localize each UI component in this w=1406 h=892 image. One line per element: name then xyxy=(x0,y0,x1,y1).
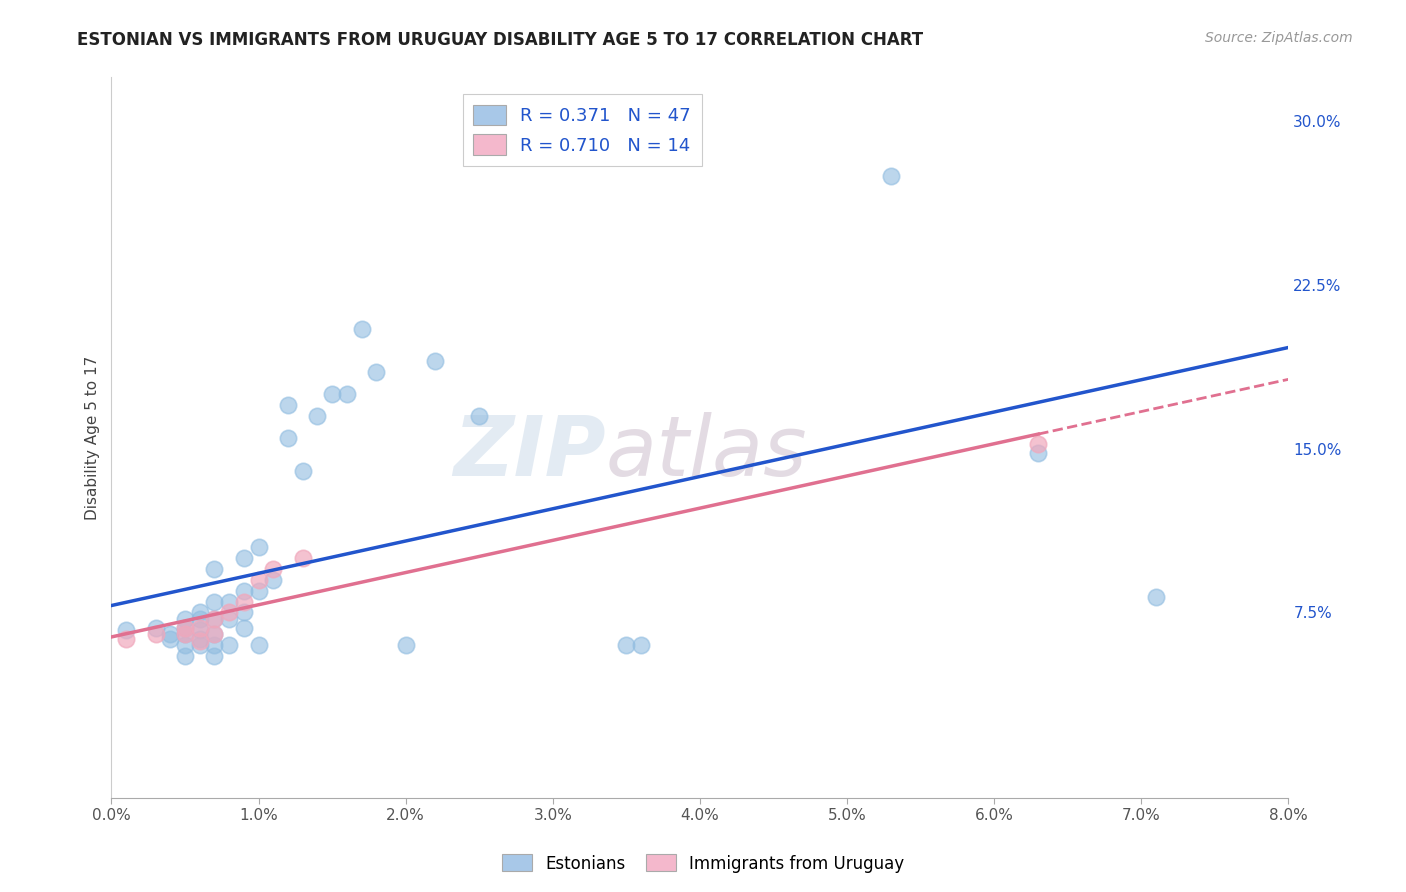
Point xyxy=(218,594,240,608)
Legend: Estonians, Immigrants from Uruguay: Estonians, Immigrants from Uruguay xyxy=(495,847,911,880)
Point xyxy=(395,638,418,652)
Point xyxy=(188,623,211,637)
Point xyxy=(232,621,254,635)
Point xyxy=(188,606,211,620)
Point xyxy=(247,583,270,598)
Point xyxy=(336,387,359,401)
Point xyxy=(366,365,388,379)
Point xyxy=(174,612,197,626)
Point xyxy=(145,621,167,635)
Point xyxy=(291,463,314,477)
Point xyxy=(202,562,225,576)
Point xyxy=(321,387,343,401)
Text: atlas: atlas xyxy=(606,412,807,492)
Point xyxy=(202,612,225,626)
Point xyxy=(202,649,225,664)
Text: ZIP: ZIP xyxy=(453,412,606,492)
Point xyxy=(262,573,284,587)
Y-axis label: Disability Age 5 to 17: Disability Age 5 to 17 xyxy=(86,356,100,520)
Point xyxy=(468,409,491,423)
Point xyxy=(174,627,197,641)
Point xyxy=(218,606,240,620)
Text: Source: ZipAtlas.com: Source: ZipAtlas.com xyxy=(1205,31,1353,45)
Point xyxy=(232,594,254,608)
Point xyxy=(247,573,270,587)
Point xyxy=(202,638,225,652)
Point xyxy=(423,354,446,368)
Point xyxy=(202,594,225,608)
Point xyxy=(247,540,270,554)
Point xyxy=(232,606,254,620)
Point xyxy=(174,638,197,652)
Point xyxy=(1144,590,1167,604)
Point xyxy=(145,627,167,641)
Point xyxy=(174,621,197,635)
Point xyxy=(277,398,299,412)
Point xyxy=(159,627,181,641)
Text: ESTONIAN VS IMMIGRANTS FROM URUGUAY DISABILITY AGE 5 TO 17 CORRELATION CHART: ESTONIAN VS IMMIGRANTS FROM URUGUAY DISA… xyxy=(77,31,924,49)
Point xyxy=(115,623,138,637)
Point xyxy=(630,638,652,652)
Point xyxy=(159,632,181,646)
Legend: R = 0.371   N = 47, R = 0.710   N = 14: R = 0.371 N = 47, R = 0.710 N = 14 xyxy=(463,94,702,166)
Point xyxy=(232,583,254,598)
Point xyxy=(202,627,225,641)
Point xyxy=(188,633,211,648)
Point xyxy=(218,638,240,652)
Point xyxy=(232,550,254,565)
Point xyxy=(1026,446,1049,460)
Point xyxy=(188,621,211,635)
Point xyxy=(174,621,197,635)
Point xyxy=(202,612,225,626)
Point xyxy=(188,632,211,646)
Point xyxy=(1026,437,1049,451)
Point xyxy=(262,562,284,576)
Point xyxy=(174,649,197,664)
Point xyxy=(880,169,903,183)
Point xyxy=(174,627,197,641)
Point xyxy=(614,638,637,652)
Point xyxy=(307,409,329,423)
Point xyxy=(277,431,299,445)
Point xyxy=(115,632,138,646)
Point xyxy=(218,612,240,626)
Point xyxy=(291,550,314,565)
Point xyxy=(202,627,225,641)
Point xyxy=(247,638,270,652)
Point xyxy=(188,638,211,652)
Point xyxy=(188,612,211,626)
Point xyxy=(350,321,373,335)
